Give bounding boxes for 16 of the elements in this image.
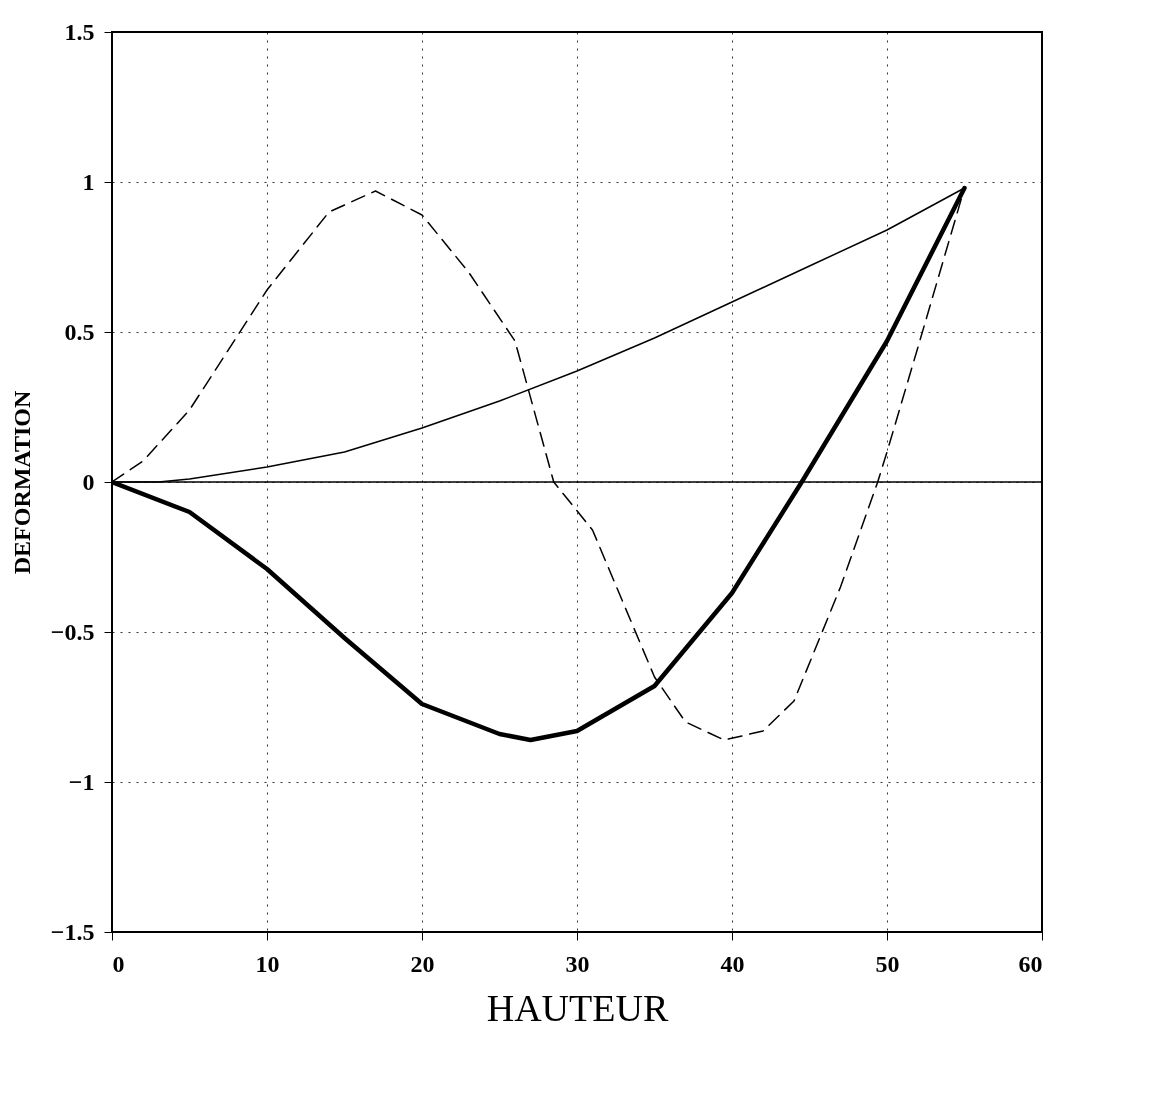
x-tick-label: 50 bbox=[875, 950, 900, 977]
x-tick-label: 20 bbox=[410, 950, 435, 977]
x-axis-title: HAUTEUR bbox=[486, 986, 669, 1029]
y-tick-label: −1 bbox=[68, 768, 95, 795]
y-axis-title: DEFORMATION bbox=[8, 390, 35, 575]
y-tick-label: 1.5 bbox=[64, 18, 95, 45]
x-tick-label: 30 bbox=[565, 950, 590, 977]
y-tick-label: −0.5 bbox=[50, 618, 95, 645]
x-tick-label: 60 bbox=[1018, 950, 1043, 977]
y-tick-label: 1 bbox=[82, 168, 95, 195]
x-tick-label: 40 bbox=[720, 950, 745, 977]
y-tick-label: 0.5 bbox=[64, 318, 95, 345]
y-tick-label: 0 bbox=[82, 468, 95, 495]
x-tick-label: 10 bbox=[255, 950, 280, 977]
x-tick-label: 0 bbox=[112, 950, 125, 977]
y-tick-label: −1.5 bbox=[50, 918, 95, 945]
